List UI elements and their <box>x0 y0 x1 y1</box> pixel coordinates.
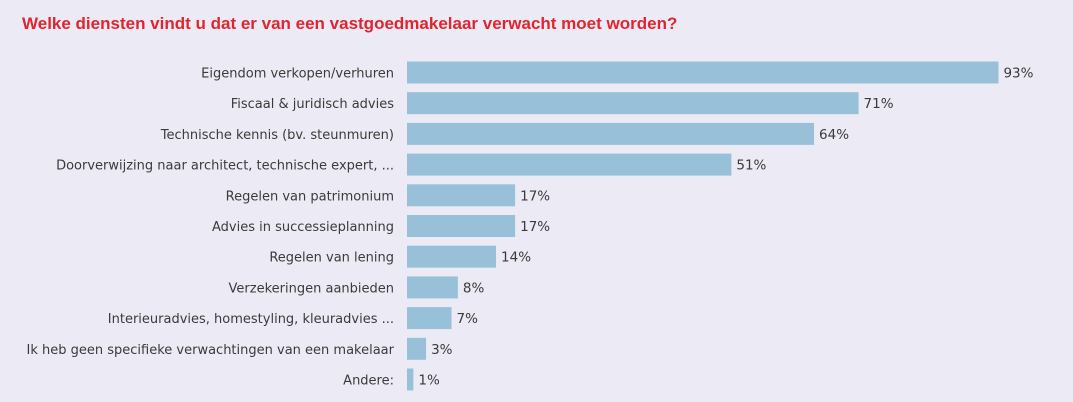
bar-0 <box>407 61 999 84</box>
category-label-1: Fiscaal & juridisch advies <box>231 97 394 112</box>
bar-10 <box>407 368 414 391</box>
value-label-5: 17% <box>520 219 550 235</box>
category-label-4: Regelen van patrimonium <box>226 189 394 204</box>
category-label-5: Advies in successieplanning <box>212 220 394 235</box>
value-label-0: 93% <box>1003 66 1033 82</box>
category-label-2: Technische kennis (bv. steunmuren) <box>160 128 394 143</box>
chart-title: Welke diensten vindt u dat er van een va… <box>22 14 678 33</box>
category-label-8: Interieuradvies, homestyling, kleuradvie… <box>108 312 394 327</box>
bar-2 <box>407 122 815 145</box>
bar-3 <box>407 153 732 176</box>
value-label-10: 1% <box>418 373 440 389</box>
value-label-7: 8% <box>463 280 485 296</box>
value-label-6: 14% <box>501 250 531 266</box>
category-label-3: Doorverwijzing naar architect, technisch… <box>56 159 394 174</box>
category-label-7: Verzekeringen aanbieden <box>229 281 394 296</box>
bar-4 <box>407 184 516 207</box>
category-label-0: Eigendom verkopen/verhuren <box>201 67 394 82</box>
bar-8 <box>407 307 452 330</box>
bar-5 <box>407 215 516 237</box>
category-label-9: Ik heb geen specifieke verwachtingen van… <box>27 343 395 358</box>
bar-6 <box>407 245 497 268</box>
value-label-1: 71% <box>864 96 894 112</box>
bar-7 <box>407 276 458 299</box>
category-label-6: Regelen van lening <box>269 251 394 266</box>
value-label-2: 64% <box>819 127 849 143</box>
bar-9 <box>407 337 427 360</box>
value-label-8: 7% <box>457 311 479 327</box>
value-label-4: 17% <box>520 188 550 204</box>
bar-1 <box>407 92 859 115</box>
value-label-9: 3% <box>431 342 453 358</box>
value-label-3: 51% <box>736 158 766 174</box>
category-label-10: Andere: <box>343 374 394 389</box>
